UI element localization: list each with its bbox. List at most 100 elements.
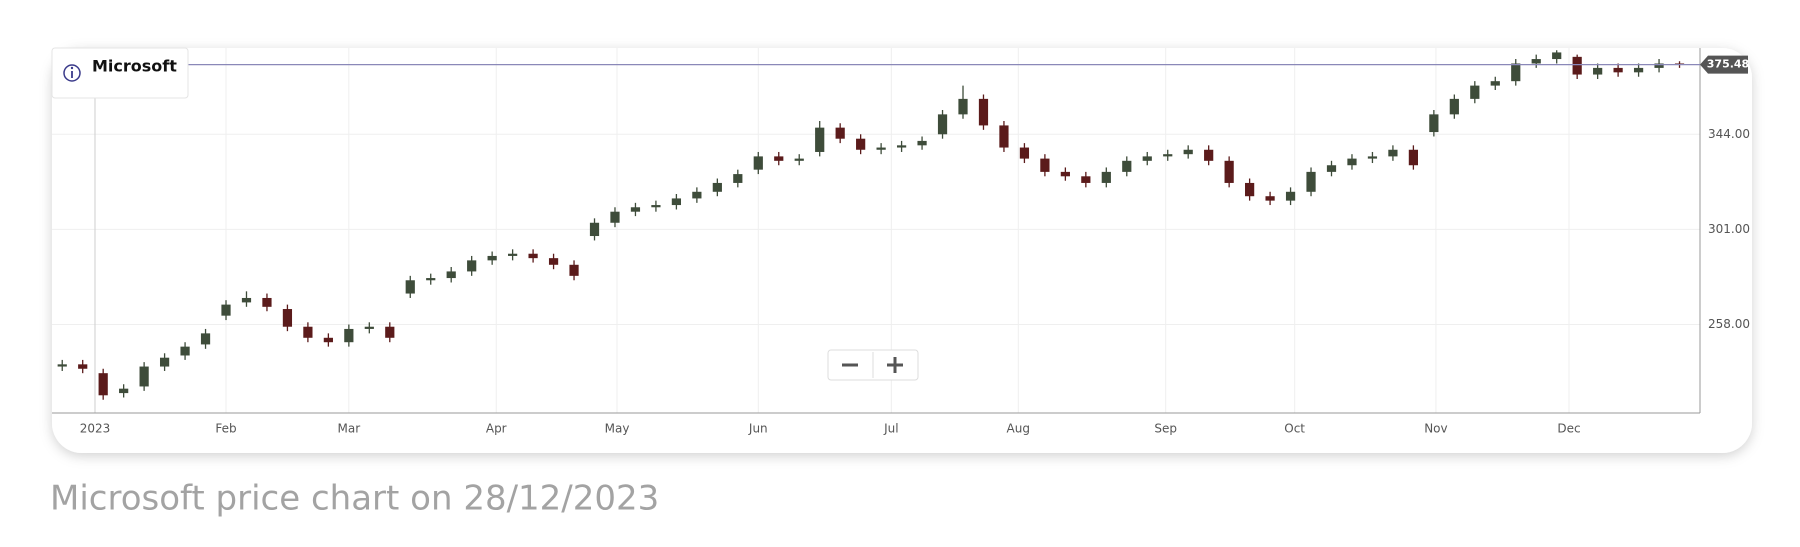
candle-body [1224,160,1234,183]
candle-body [815,127,825,152]
x-tick-label: Mar [338,422,361,436]
candle-body [896,145,907,148]
candle-body [98,373,108,396]
candle-body [548,258,559,265]
candle-body [1306,171,1316,192]
candle-body [1204,149,1214,161]
legend-background [51,47,189,99]
x-tick-label: May [605,422,630,436]
candle-body [1531,59,1541,64]
candle-body [651,205,661,208]
candle-body [692,191,702,199]
candle-body [1367,156,1378,159]
candle-body [1347,158,1357,166]
x-tick-label: Nov [1424,422,1447,436]
x-tick-label: Feb [215,422,236,436]
candle-body [712,182,722,192]
candle-body [1326,165,1337,172]
candle-body [1040,158,1050,172]
candle-body [467,260,477,272]
candle-body [856,138,866,150]
candle-body [262,297,272,307]
candle-body [221,304,231,316]
candle-body [835,127,845,139]
candle-body [1019,147,1030,159]
candle-body [589,222,600,237]
candle-body [1408,149,1418,166]
zoom-controls [827,349,919,381]
candle-body [1142,156,1152,161]
candle-body [1572,56,1582,75]
candle-body [1613,67,1623,73]
candle-body [1122,160,1132,172]
candle-body [405,280,415,294]
x-tick-label: Oct [1284,422,1305,436]
chart-card [52,48,1752,453]
legend-title: Microsoft [92,57,177,76]
candle-body [1449,98,1459,115]
candle-body [1388,149,1398,157]
caption: Microsoft price chart on 28/12/2023 [50,479,659,519]
candle-body [344,328,354,343]
legend-box: Microsoft [51,47,189,99]
candle-body [446,271,456,279]
candle-body [241,297,252,303]
candle-body [1285,191,1296,201]
candle-body [119,388,129,394]
candle-body [1101,171,1111,183]
candle-body [876,147,886,150]
candle-body [1633,67,1644,73]
candle-body [1429,114,1439,133]
candle-body [794,158,804,161]
candle-body [958,98,968,115]
candle-body [364,326,374,329]
candle-body [323,337,333,343]
last-price-tag [1700,55,1748,74]
x-tick-label: Sep [1154,422,1177,436]
x-tick-label: Jun [748,422,768,436]
candle-body [508,253,518,256]
candle-body [282,309,293,327]
candle-body [1163,154,1173,157]
candle-body [1183,149,1193,155]
candle-body [180,346,190,356]
candle-body [1265,196,1275,201]
candle-body [569,264,579,276]
candle-body [978,98,989,126]
last-price-label: 375.48 [1707,58,1749,71]
candle-body [917,140,927,146]
candle-body [1060,171,1070,177]
candle-body [528,253,538,259]
candle-body [303,326,313,338]
candle-body [1511,63,1521,82]
x-tick-label: 2023 [80,422,111,436]
candle-body [937,114,948,135]
candle-body [774,156,784,161]
candle-body [999,125,1009,148]
candle-body [610,211,620,223]
candle-body [139,366,149,387]
x-tick-label: Dec [1557,422,1580,436]
candle-body [671,198,682,206]
candle-body [487,255,497,261]
candle-body [1245,182,1255,197]
y-tick-label: 258.00 [1708,317,1750,331]
candle-body [78,364,88,369]
candle-body [57,364,67,367]
candle-body [1490,81,1500,86]
info-icon[interactable] [63,64,81,82]
y-tick-label: 301.00 [1708,222,1750,236]
info-icon-dot [70,66,74,70]
x-tick-label: Jul [883,422,898,436]
candle-body [1654,63,1664,68]
candle-body [753,156,763,170]
y-tick-label: 344.00 [1708,127,1750,141]
candle-body [733,174,743,183]
candle-body [385,326,395,338]
candle-body [200,333,211,345]
candle-body [630,207,641,212]
candle-body [1552,52,1562,60]
x-tick-label: Aug [1007,422,1030,436]
